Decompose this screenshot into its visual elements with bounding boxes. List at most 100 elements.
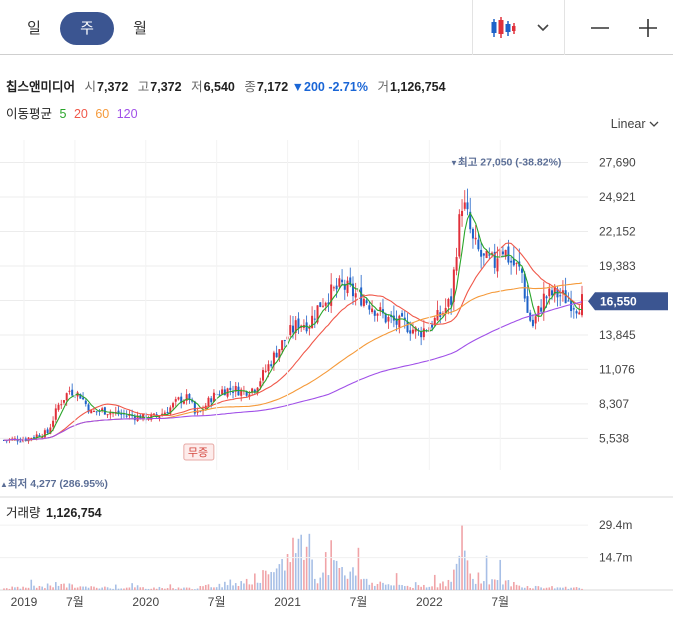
chevron-down-icon[interactable]: [534, 8, 552, 48]
candle-body: [477, 239, 480, 250]
volume-bar: [499, 559, 502, 590]
candle-body: [458, 214, 461, 257]
period-tab-day[interactable]: 일: [27, 20, 41, 37]
candle-body: [152, 413, 155, 415]
high-annotation: 최고 27,050 (-38.82%): [458, 156, 561, 169]
candle-body: [106, 414, 109, 416]
candle-body: [38, 435, 41, 437]
volume-bar: [202, 586, 204, 590]
volume-value: 1,126,754: [389, 80, 446, 94]
volume-bar: [52, 587, 54, 590]
candle-body: [5, 440, 8, 442]
candle-body: [283, 340, 286, 342]
volume-bar: [510, 586, 512, 590]
candle-body: [199, 410, 202, 412]
candle-body: [316, 305, 319, 323]
volume-bar: [79, 586, 82, 590]
volume-bar: [526, 586, 529, 590]
candle-body: [354, 293, 357, 298]
volume-bar: [483, 581, 485, 590]
volume-bar: [371, 582, 373, 590]
volume-bar: [439, 583, 442, 590]
volume-bar: [33, 585, 35, 590]
candle-body: [79, 393, 82, 399]
plus-icon[interactable]: [634, 8, 662, 48]
candle-body: [27, 437, 30, 442]
candle-body: [297, 318, 300, 329]
candle-body: [561, 290, 564, 294]
candle-body: [232, 391, 235, 393]
ma-20-line: [4, 242, 583, 441]
minus-icon[interactable]: [586, 8, 614, 48]
volume-bar: [335, 560, 338, 590]
candle-body: [210, 398, 213, 403]
volume-bar: [262, 570, 264, 590]
candle-body: [90, 410, 93, 414]
stock-name: 칩스앤미디어: [6, 80, 76, 94]
period-tab-month[interactable]: 월: [133, 20, 147, 37]
candle-body: [332, 287, 335, 289]
up-triangle-icon: ▲: [0, 480, 8, 489]
volume-bar: [224, 581, 226, 590]
volume-bar: [57, 585, 60, 590]
low-label: 저: [191, 80, 203, 94]
volume-bar: [314, 578, 316, 590]
volume-bar: [273, 572, 275, 590]
current-price-tag: [588, 292, 668, 311]
candle-body: [234, 385, 237, 392]
time-tick-label: 2021: [274, 595, 301, 609]
candle-body: [578, 312, 581, 315]
volume-bar: [158, 586, 161, 590]
volume-bar: [46, 583, 49, 590]
candle-body: [71, 389, 74, 396]
scale-selector[interactable]: Linear: [611, 117, 659, 131]
candle-body: [414, 327, 417, 332]
candle-body: [300, 325, 303, 328]
candle-body: [567, 300, 570, 302]
candle-body: [542, 293, 545, 312]
ma-5-line: [4, 212, 583, 441]
volume-bar: [401, 585, 403, 590]
volume-bar: [562, 587, 564, 590]
candle-body: [302, 325, 305, 328]
candle-body: [518, 261, 521, 267]
candle-body: [534, 316, 537, 324]
candle-body: [13, 438, 16, 440]
volume-bar: [128, 587, 131, 590]
candle-body: [191, 399, 194, 402]
volume-bar: [523, 587, 526, 590]
volume-bar: [5, 588, 8, 590]
period-tab-week[interactable]: 주: [60, 12, 114, 45]
moving-average-legend[interactable]: 이동평균 5 20 60 120: [6, 103, 138, 122]
candle-body: [150, 414, 153, 420]
low-value: 6,540: [203, 80, 235, 94]
candle-body: [485, 250, 488, 258]
volume-bar: [183, 587, 185, 590]
volume-bar: [19, 588, 22, 590]
volume-bar: [480, 583, 482, 590]
candle-body: [531, 319, 534, 326]
candle-body: [172, 403, 175, 408]
candle-body: [101, 408, 104, 411]
volume-bar: [109, 588, 112, 590]
toolbar-divider: [472, 0, 473, 55]
candle-body: [289, 325, 292, 336]
candle-body: [311, 315, 314, 328]
volume-bar: [240, 581, 242, 590]
candle-body: [182, 401, 185, 404]
candle-body: [128, 414, 131, 417]
volume-bar: [488, 584, 491, 590]
volume-bar: [376, 584, 379, 590]
volume-bar: [44, 588, 46, 590]
candle-body: [161, 413, 164, 417]
volume-bar: [504, 580, 507, 590]
volume-bar: [341, 567, 343, 590]
candlestick-icon[interactable]: [488, 8, 518, 48]
candle-body: [379, 307, 382, 312]
volume-bar: [322, 572, 324, 590]
candle-body: [455, 257, 458, 271]
candle-body: [431, 324, 434, 328]
volume-bar: [300, 534, 302, 590]
candle-body: [526, 296, 529, 313]
